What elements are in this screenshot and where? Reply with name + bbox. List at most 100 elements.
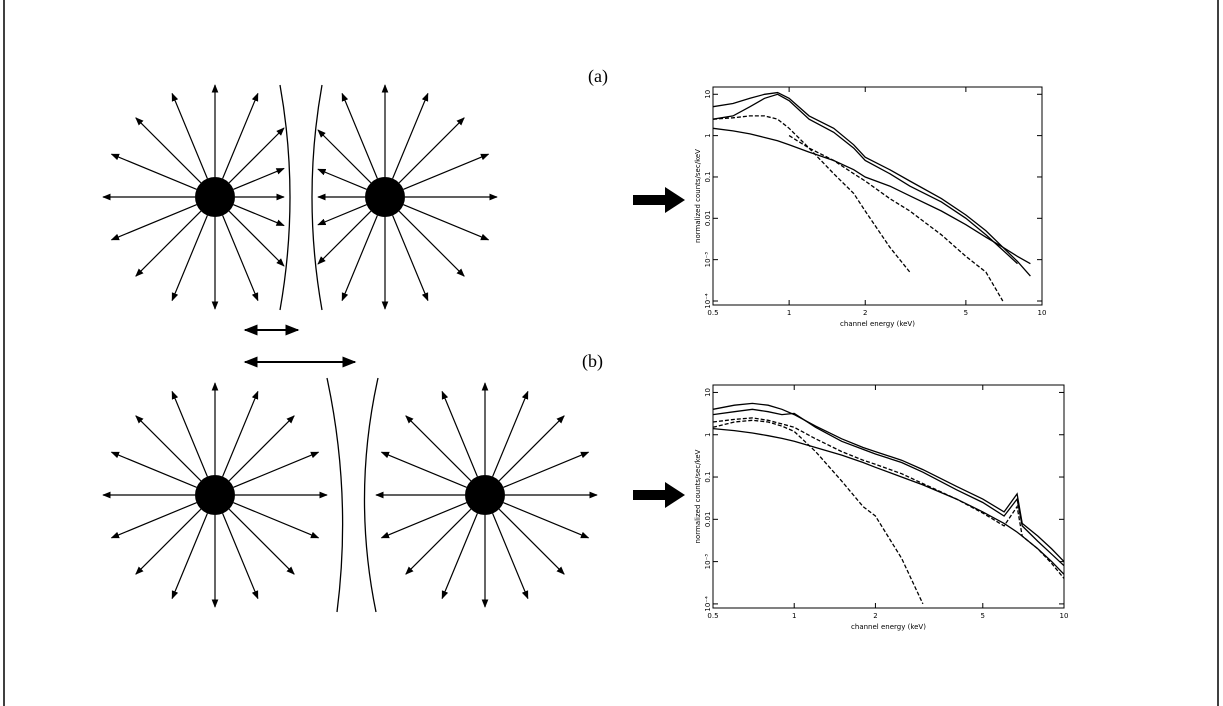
x-tick-label: 5 [981, 612, 985, 620]
wind-arrow [441, 513, 478, 600]
wind-arrow [135, 210, 202, 277]
x-tick-label: 1 [787, 309, 791, 317]
y-axis-label: normalized counts/sec/keV [694, 149, 702, 243]
plot-frame [712, 384, 1065, 609]
y-tick-label: 0.1 [704, 171, 712, 182]
y-tick-label: 1 [704, 433, 712, 437]
wind-arrow [233, 167, 285, 190]
x-tick-label: 10 [1038, 309, 1047, 317]
y-tick-label: 0.01 [704, 512, 712, 528]
wind-arrow [380, 451, 467, 488]
x-tick-label: 0.5 [707, 309, 718, 317]
wind-arrow [110, 153, 197, 190]
y-tick-label: 10⁻⁴ [704, 293, 712, 309]
star [195, 177, 235, 217]
x-tick-label: 1 [792, 612, 796, 620]
wind-arrow [398, 117, 465, 184]
wind-arrow [233, 502, 320, 539]
spectrum-line [712, 417, 1065, 579]
wind-arrow [492, 390, 529, 477]
y-tick-label: 10⁻³ [704, 554, 712, 570]
wind-arrow [405, 415, 472, 482]
y-tick-label: 0.01 [704, 211, 712, 227]
spectrum-line [712, 419, 924, 605]
wind-arrow [498, 415, 565, 482]
y-tick-label: 1 [704, 133, 712, 137]
spectrum-line [712, 93, 1018, 265]
wind-arrow [403, 153, 490, 190]
wind-arrow [222, 92, 259, 179]
panel-label: (b) [582, 351, 603, 372]
x-tick-label: 2 [873, 612, 877, 620]
wind-arrow [135, 117, 202, 184]
spectrum-line [712, 127, 1031, 265]
spectrum-line [712, 115, 911, 273]
star [195, 475, 235, 515]
wind-arrow [171, 390, 208, 477]
wind-arrow [492, 513, 529, 600]
wind-arrow [317, 168, 367, 190]
x-tick-label: 10 [1060, 612, 1069, 620]
wind-arrow [171, 92, 208, 179]
wind-arrow [222, 513, 259, 600]
wind-arrow [441, 390, 478, 477]
wind-arrow [171, 215, 208, 302]
wind-arrow [222, 390, 259, 477]
wind-arrow [110, 502, 197, 539]
wind-arrow [405, 508, 472, 575]
x-tick-label: 0.5 [707, 612, 718, 620]
y-tick-label: 10⁻⁴ [704, 596, 712, 612]
y-tick-label: 10 [704, 90, 712, 99]
wind-arrow [171, 513, 208, 600]
big-arrow [633, 187, 685, 213]
x-tick-label: 5 [964, 309, 968, 317]
x-axis-label: channel energy (keV) [840, 320, 915, 328]
wind-arrow [317, 129, 372, 184]
wind-arrow [398, 210, 465, 277]
shock-front [311, 84, 323, 311]
spectrum-line [712, 402, 1065, 563]
star [465, 475, 505, 515]
wind-arrow [110, 451, 197, 488]
spectrum-line [788, 135, 1004, 302]
y-tick-label: 10 [704, 388, 712, 397]
page-frame [3, 0, 1219, 706]
wind-arrow [135, 415, 202, 482]
wind-arrow [135, 508, 202, 575]
wind-arrow [341, 215, 378, 302]
wind-arrow [317, 210, 372, 265]
wind-arrow [110, 204, 197, 241]
wind-arrow [503, 502, 590, 539]
y-tick-label: 0.1 [704, 471, 712, 482]
star [365, 177, 405, 217]
big-arrow [633, 482, 685, 508]
wind-arrow [392, 92, 429, 179]
plot-frame [712, 86, 1043, 306]
wind-arrow [233, 204, 285, 227]
y-axis-label: normalized counts/sec/keV [694, 449, 702, 543]
wind-arrow [403, 204, 490, 241]
wind-arrow [380, 502, 467, 539]
shock-front [279, 84, 291, 311]
wind-arrow [341, 92, 378, 179]
wind-arrow [228, 508, 295, 575]
wind-arrow [228, 127, 285, 184]
y-tick-label: 10⁻³ [704, 252, 712, 268]
wind-arrow [317, 204, 367, 226]
wind-arrow [498, 508, 565, 575]
spectrum-line [712, 91, 1031, 277]
panel-label: (a) [588, 66, 608, 87]
shock-front [326, 377, 344, 613]
spectrum-line [712, 408, 1065, 567]
x-axis-label: channel energy (keV) [851, 623, 926, 631]
wind-arrow [228, 415, 295, 482]
wind-arrow [222, 215, 259, 302]
spectrum-line [712, 427, 1065, 575]
wind-arrow [233, 451, 320, 488]
wind-arrow [392, 215, 429, 302]
wind-arrow [503, 451, 590, 488]
wind-arrow [228, 210, 285, 267]
x-tick-label: 2 [863, 309, 867, 317]
